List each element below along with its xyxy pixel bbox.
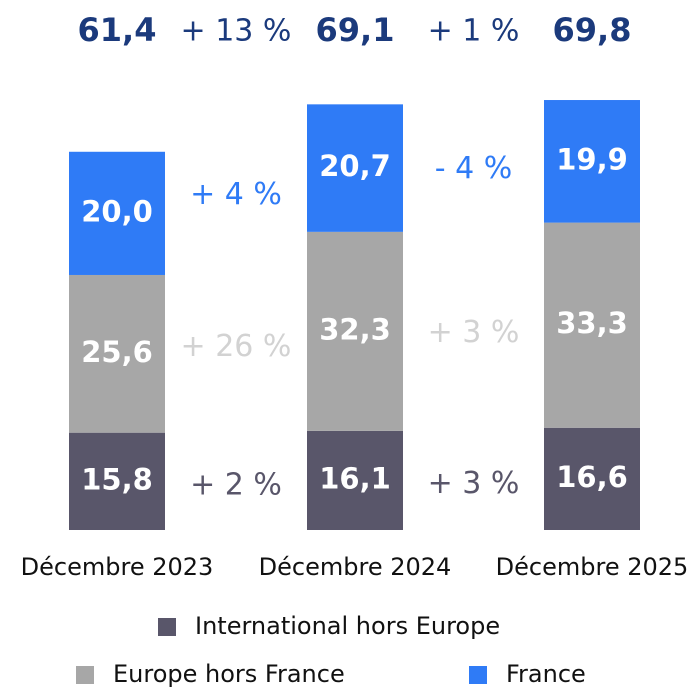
- legend-swatch: [76, 666, 94, 684]
- segment-label: 20,0: [81, 194, 153, 228]
- bar-segment: [544, 222, 640, 428]
- change-label: + 2 %: [190, 467, 282, 502]
- bar-segment: [307, 231, 403, 431]
- bar-segment: [69, 274, 165, 433]
- change-label: + 26 %: [181, 329, 292, 364]
- legend-swatch: [469, 666, 487, 684]
- category-label: Décembre 2023: [21, 553, 214, 581]
- category-label: Décembre 2025: [496, 553, 689, 581]
- bar-segment: [544, 427, 640, 530]
- total-change: + 13 %: [181, 14, 292, 49]
- change-label: + 4 %: [190, 177, 282, 212]
- total-label: 61,4: [78, 11, 157, 49]
- segment-label: 20,7: [319, 149, 391, 183]
- total-change: + 1 %: [428, 14, 520, 49]
- legend-swatch: [158, 618, 176, 636]
- legend-label: France: [506, 660, 586, 688]
- segment-label: 16,6: [556, 460, 628, 494]
- bar-segment: [69, 151, 165, 275]
- category-label: Décembre 2024: [259, 553, 452, 581]
- legend-label: Europe hors France: [113, 660, 345, 688]
- bar-segment: [69, 432, 165, 530]
- segment-label: 32,3: [319, 312, 391, 346]
- change-label: + 3 %: [428, 315, 520, 350]
- total-label: 69,8: [553, 11, 632, 49]
- segment-label: 33,3: [556, 306, 628, 340]
- change-label: + 3 %: [428, 466, 520, 501]
- bar-segment: [544, 100, 640, 223]
- bar-segment: [307, 430, 403, 530]
- segment-label: 25,6: [81, 335, 153, 369]
- total-label: 69,1: [316, 11, 395, 49]
- segment-label: 19,9: [556, 142, 628, 176]
- change-label: - 4 %: [435, 151, 513, 186]
- segment-label: 15,8: [81, 462, 153, 496]
- legend-label: International hors Europe: [195, 612, 500, 640]
- segment-label: 16,1: [319, 461, 391, 495]
- bar-segment: [307, 104, 403, 232]
